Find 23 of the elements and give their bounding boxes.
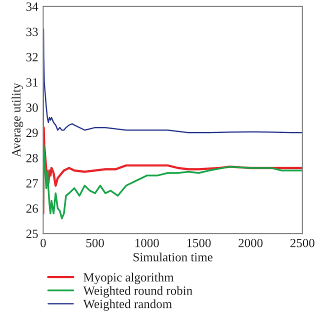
y-tick-label: 31 bbox=[26, 78, 38, 87]
y-tick-label: 29 bbox=[26, 128, 38, 138]
y-tick-label: 27 bbox=[26, 179, 38, 188]
x-tick-label: 1500 bbox=[187, 238, 211, 248]
legend-label: Myopic algorithm bbox=[84, 272, 174, 284]
y-axis-title: Average utility bbox=[12, 82, 24, 158]
y-tick-label: 25 bbox=[26, 230, 38, 238]
x-axis-title: Simulation time bbox=[134, 252, 212, 262]
line-series bbox=[43, 126, 302, 215]
x-tick-label: 1000 bbox=[135, 238, 159, 248]
y-tick-label: 30 bbox=[26, 103, 38, 112]
x-tick-label: 500 bbox=[86, 238, 104, 248]
y-tick-label: 26 bbox=[26, 204, 38, 213]
legend-label: Weighted random bbox=[83, 299, 172, 311]
y-tick-label: 28 bbox=[26, 154, 38, 162]
legend-label: Weighted round robin bbox=[83, 286, 192, 298]
x-tick-label: 2500 bbox=[290, 238, 314, 248]
y-tick-label: 34 bbox=[26, 2, 38, 11]
y-tick-label: 33 bbox=[26, 28, 38, 36]
x-tick-label: 0 bbox=[40, 238, 46, 248]
x-tick-label: 2000 bbox=[238, 238, 263, 248]
y-tick-label: 32 bbox=[26, 52, 38, 62]
line-series bbox=[43, 144, 302, 220]
